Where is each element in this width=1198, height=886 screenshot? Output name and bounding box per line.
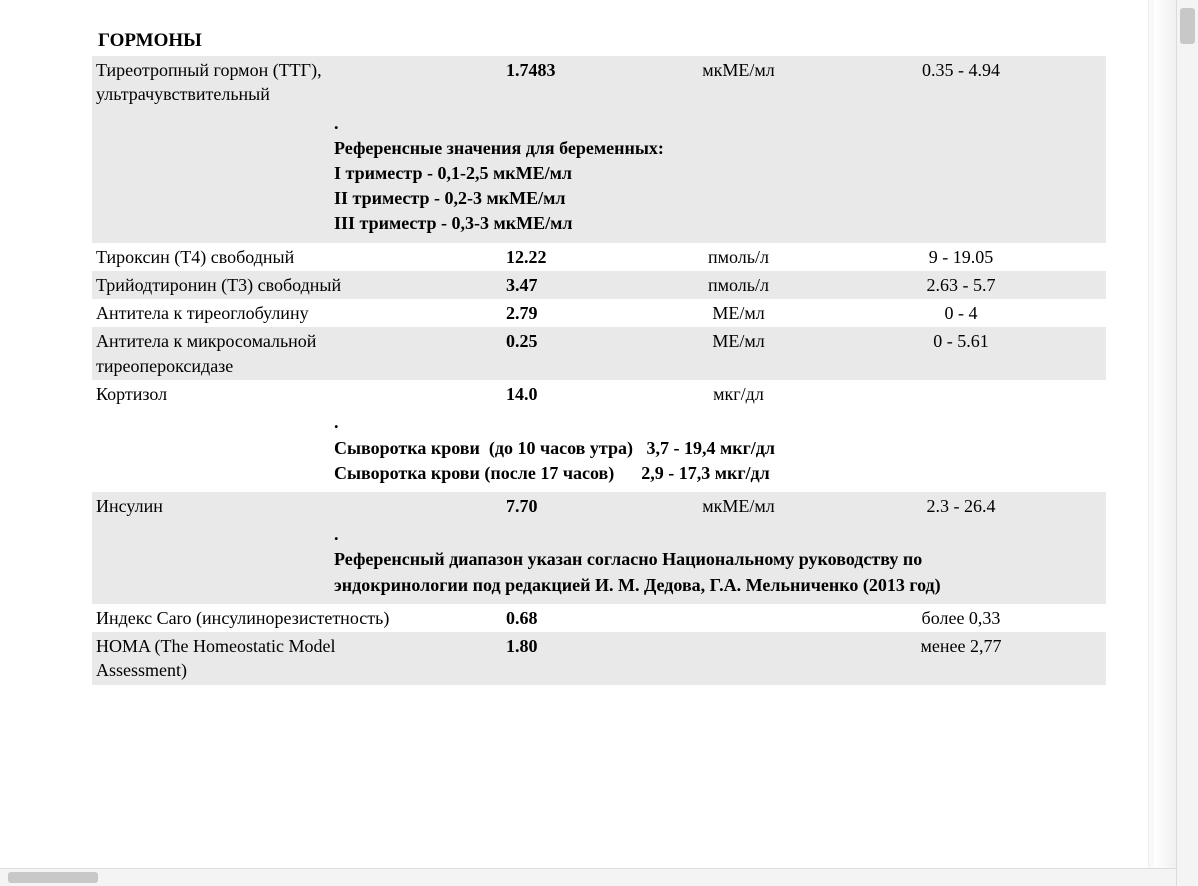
test-value: 0.68	[436, 606, 616, 630]
test-unit: мкМЕ/мл	[616, 494, 861, 518]
test-name: Антитела к микросомальной тиреопероксида…	[96, 329, 436, 378]
vertical-scrollbar-thumb[interactable]	[1180, 8, 1195, 44]
test-reference: 0 - 5.61	[861, 329, 1061, 353]
note-line: эндокринологии под редакцией И. М. Дедов…	[334, 573, 1102, 598]
test-reference: 2.3 - 26.4	[861, 494, 1061, 518]
test-reference: 9 - 19.05	[861, 245, 1061, 269]
test-value: 3.47	[436, 273, 616, 297]
table-row: Тиреотропный гормон (ТТГ), ультрачувстви…	[92, 56, 1106, 109]
note-dot: .	[334, 522, 1102, 547]
section-title: ГОРМОНЫ	[92, 30, 1106, 52]
test-unit: МЕ/мл	[616, 301, 861, 325]
test-unit: МЕ/мл	[616, 329, 861, 353]
test-value: 1.7483	[436, 58, 616, 82]
test-name: Индекс Caro (инсулинорезистетность)	[96, 606, 436, 630]
note-dot: .	[334, 410, 1102, 435]
note-content: .Референсный диапазон указан согласно На…	[96, 522, 1102, 598]
note-line: Сыворотка крови (до 10 часов утра) 3,7 -…	[334, 436, 1102, 461]
test-name: Тиреотропный гормон (ТТГ), ультрачувстви…	[96, 58, 436, 107]
note-line: III триместр - 0,3-3 мкМЕ/мл	[334, 211, 1102, 236]
horizontal-scrollbar-thumb[interactable]	[8, 872, 98, 883]
note-line: II триместр - 0,2-3 мкМЕ/мл	[334, 186, 1102, 211]
vertical-scrollbar[interactable]	[1176, 0, 1198, 886]
test-value: 2.79	[436, 301, 616, 325]
test-value: 12.22	[436, 245, 616, 269]
note-content: .Сыворотка крови (до 10 часов утра) 3,7 …	[96, 410, 1102, 486]
test-reference: более 0,33	[861, 606, 1061, 630]
table-row: Инсулин7.70мкМЕ/мл2.3 - 26.4	[92, 492, 1106, 520]
note-line: Референсные значения для беременных:	[334, 136, 1102, 161]
horizontal-scrollbar[interactable]	[0, 868, 1176, 886]
test-reference: 2.63 - 5.7	[861, 273, 1061, 297]
test-unit: пмоль/л	[616, 273, 861, 297]
test-reference: менее 2,77	[861, 634, 1061, 658]
test-unit: мкг/дл	[616, 382, 861, 406]
test-value: 0.25	[436, 329, 616, 353]
test-note: .Сыворотка крови (до 10 часов утра) 3,7 …	[92, 408, 1106, 492]
test-value: 7.70	[436, 494, 616, 518]
note-dot: .	[334, 111, 1102, 136]
table-row: Трийодтиронин (Т3) свободный3.47пмоль/л2…	[92, 271, 1106, 299]
results-table: Тиреотропный гормон (ТТГ), ультрачувстви…	[92, 56, 1106, 685]
note-line: Сыворотка крови (после 17 часов) 2,9 - 1…	[334, 461, 1102, 486]
lab-report-page: ГОРМОНЫ Тиреотропный гормон (ТТГ), ультр…	[0, 0, 1198, 715]
test-unit: пмоль/л	[616, 245, 861, 269]
table-row: HOMA (The Homeostatic Model Assessment)1…	[92, 632, 1106, 685]
test-note: .Референсные значения для беременных:I т…	[92, 109, 1106, 243]
test-reference: 0.35 - 4.94	[861, 58, 1061, 82]
test-name: Антитела к тиреоглобулину	[96, 301, 436, 325]
table-row: Антитела к микросомальной тиреопероксида…	[92, 327, 1106, 380]
note-content: .Референсные значения для беременных:I т…	[96, 111, 1102, 237]
table-row: Антитела к тиреоглобулину2.79МЕ/мл0 - 4	[92, 299, 1106, 327]
table-row: Тироксин (Т4) свободный12.22пмоль/л9 - 1…	[92, 243, 1106, 271]
test-name: Тироксин (Т4) свободный	[96, 245, 436, 269]
test-value: 1.80	[436, 634, 616, 658]
page-edge-decoration	[1148, 0, 1154, 868]
test-name: Кортизол	[96, 382, 436, 406]
test-value: 14.0	[436, 382, 616, 406]
note-line: Референсный диапазон указан согласно Нац…	[334, 547, 1102, 572]
table-row: Индекс Caro (инсулинорезистетность)0.68 б…	[92, 604, 1106, 632]
test-name: HOMA (The Homeostatic Model Assessment)	[96, 634, 436, 683]
table-row: Кортизол14.0мкг/дл	[92, 380, 1106, 408]
note-line: I триместр - 0,1-2,5 мкМЕ/мл	[334, 161, 1102, 186]
test-reference: 0 - 4	[861, 301, 1061, 325]
test-note: .Референсный диапазон указан согласно На…	[92, 520, 1106, 604]
test-name: Трийодтиронин (Т3) свободный	[96, 273, 436, 297]
test-name: Инсулин	[96, 494, 436, 518]
test-unit: мкМЕ/мл	[616, 58, 861, 82]
